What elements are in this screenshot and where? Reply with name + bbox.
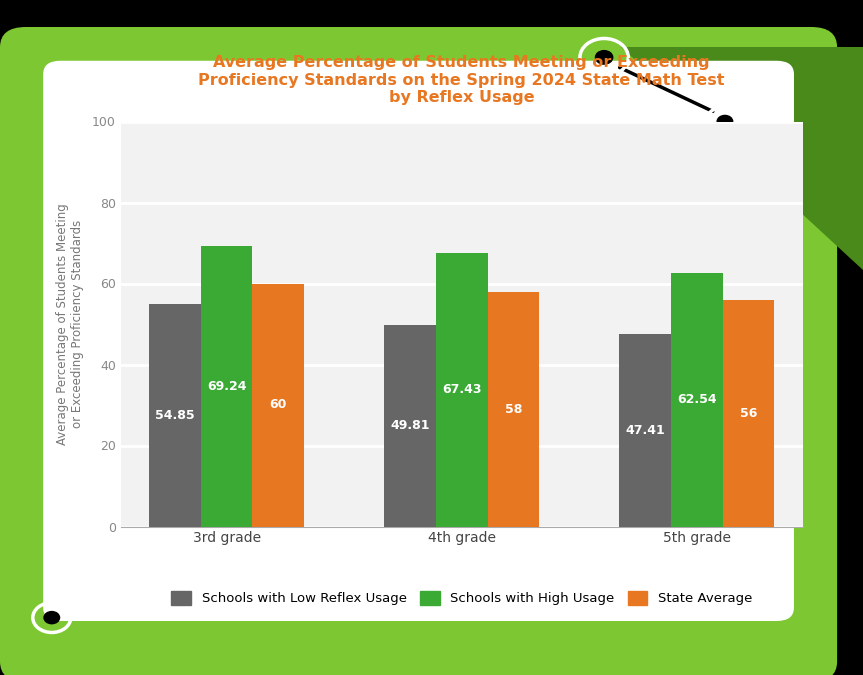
Legend: Schools with Low Reflex Usage, Schools with High Usage, State Average: Schools with Low Reflex Usage, Schools w… xyxy=(166,586,758,610)
Bar xyxy=(620,335,671,526)
Text: 60: 60 xyxy=(269,398,287,412)
Text: 54.85: 54.85 xyxy=(155,409,195,422)
Bar xyxy=(384,325,436,526)
Text: 49.81: 49.81 xyxy=(390,419,430,432)
Bar xyxy=(722,300,774,526)
Text: 67.43: 67.43 xyxy=(442,383,482,396)
Bar xyxy=(253,284,304,526)
Circle shape xyxy=(595,51,613,64)
Bar xyxy=(488,292,539,526)
Text: 56: 56 xyxy=(740,406,757,420)
Bar xyxy=(201,246,253,526)
Text: 62.54: 62.54 xyxy=(677,394,716,406)
Y-axis label: Average Percentage of Students Meeting
or Exceeding Proficiency Standards: Average Percentage of Students Meeting o… xyxy=(56,203,84,445)
Text: 69.24: 69.24 xyxy=(207,380,246,393)
FancyBboxPatch shape xyxy=(43,61,794,621)
Polygon shape xyxy=(621,47,863,270)
Bar xyxy=(671,273,722,526)
Bar xyxy=(436,253,488,526)
Circle shape xyxy=(717,115,733,128)
Bar xyxy=(149,304,201,526)
FancyBboxPatch shape xyxy=(0,27,837,675)
Text: 47.41: 47.41 xyxy=(625,424,665,437)
Title: Average Percentage of Students Meeting or Exceeding
Proficiency Standards on the: Average Percentage of Students Meeting o… xyxy=(198,55,725,105)
Circle shape xyxy=(44,612,60,624)
Text: 58: 58 xyxy=(505,402,522,416)
